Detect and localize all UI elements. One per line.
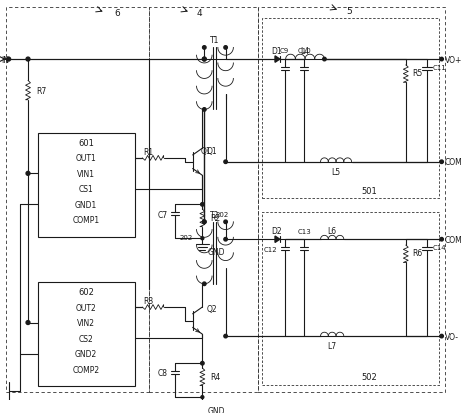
Text: C7: C7 — [157, 210, 168, 219]
Bar — [38, 282, 135, 387]
Circle shape — [323, 58, 326, 62]
Circle shape — [202, 221, 206, 224]
Text: COM: COM — [444, 235, 462, 244]
Text: GND: GND — [207, 406, 225, 413]
Text: C12: C12 — [263, 246, 277, 252]
Text: GND: GND — [207, 248, 225, 257]
Circle shape — [224, 161, 227, 164]
Text: R4: R4 — [210, 373, 220, 381]
Text: T1: T1 — [210, 36, 219, 45]
Text: R7: R7 — [36, 86, 46, 95]
Text: COMP1: COMP1 — [73, 216, 100, 225]
Text: L6: L6 — [328, 226, 337, 235]
Circle shape — [440, 238, 444, 241]
Text: 502: 502 — [361, 373, 377, 381]
Text: COM: COM — [444, 158, 462, 167]
Circle shape — [202, 109, 206, 112]
Circle shape — [440, 161, 444, 164]
Circle shape — [202, 58, 206, 62]
Text: GND2: GND2 — [75, 349, 97, 358]
Circle shape — [202, 47, 206, 50]
Text: 6: 6 — [114, 9, 120, 18]
Text: 601: 601 — [78, 138, 94, 147]
Circle shape — [202, 282, 206, 286]
Text: L5: L5 — [332, 168, 341, 176]
Text: D1: D1 — [272, 47, 282, 56]
Text: VIN2: VIN2 — [77, 318, 95, 327]
Text: 4: 4 — [197, 9, 202, 18]
Bar — [257, 8, 444, 392]
Text: R2: R2 — [210, 214, 220, 223]
Polygon shape — [275, 236, 280, 243]
Circle shape — [201, 396, 204, 399]
Text: C11: C11 — [433, 65, 447, 71]
Text: 202: 202 — [216, 211, 229, 218]
Text: 5: 5 — [347, 7, 352, 16]
Bar — [38, 133, 135, 238]
Circle shape — [26, 321, 30, 325]
Circle shape — [224, 335, 227, 338]
Text: T2: T2 — [210, 210, 219, 219]
Circle shape — [202, 221, 206, 224]
Text: CS2: CS2 — [79, 334, 94, 343]
Text: L7: L7 — [328, 342, 337, 351]
Text: CS1: CS1 — [79, 185, 94, 194]
Text: OUT2: OUT2 — [76, 303, 96, 312]
Circle shape — [224, 47, 227, 50]
Text: OUT1: OUT1 — [76, 154, 96, 163]
Text: C8: C8 — [157, 368, 168, 377]
Text: VIN1: VIN1 — [77, 169, 95, 178]
Text: 501: 501 — [361, 187, 377, 196]
Bar — [263, 213, 439, 385]
Polygon shape — [275, 57, 280, 63]
Circle shape — [26, 58, 30, 62]
Text: R1: R1 — [143, 147, 153, 156]
Text: R3: R3 — [143, 296, 153, 305]
Bar — [263, 19, 439, 198]
Text: COMP2: COMP2 — [73, 365, 100, 374]
Text: C14: C14 — [433, 244, 446, 250]
Text: C13: C13 — [297, 228, 311, 234]
Text: C10: C10 — [297, 48, 311, 54]
Circle shape — [224, 238, 227, 241]
Text: D2: D2 — [272, 226, 282, 235]
Bar — [6, 8, 149, 392]
Circle shape — [201, 237, 204, 240]
Text: Q1: Q1 — [201, 146, 212, 155]
Text: L4: L4 — [300, 47, 310, 56]
Circle shape — [6, 58, 11, 62]
Text: GND1: GND1 — [75, 200, 97, 209]
Text: Q1: Q1 — [206, 146, 217, 155]
Text: VO+: VO+ — [444, 55, 462, 64]
Text: 602: 602 — [78, 287, 94, 296]
Bar — [149, 8, 257, 392]
Circle shape — [200, 362, 204, 365]
Text: Q2: Q2 — [206, 305, 217, 314]
Circle shape — [200, 203, 204, 206]
Circle shape — [440, 335, 444, 338]
Text: R5: R5 — [413, 69, 423, 78]
Circle shape — [202, 58, 206, 62]
Text: C9: C9 — [280, 48, 289, 54]
Text: R6: R6 — [413, 249, 423, 258]
Text: 202: 202 — [180, 235, 193, 241]
Text: IN: IN — [1, 55, 9, 64]
Circle shape — [26, 172, 30, 176]
Circle shape — [224, 221, 227, 224]
Text: VO-: VO- — [444, 332, 458, 341]
Circle shape — [440, 58, 444, 62]
